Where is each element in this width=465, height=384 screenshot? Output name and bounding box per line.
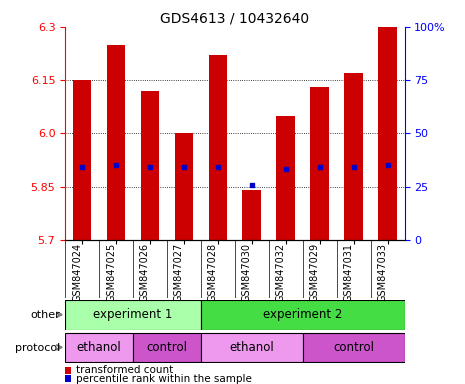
Text: transformed count: transformed count (76, 365, 173, 375)
Bar (242, 190, 261, 240)
Text: GSM847029: GSM847029 (310, 243, 320, 302)
Bar (344, 73, 363, 240)
Bar (73, 80, 92, 240)
Text: experiment 1: experiment 1 (93, 308, 173, 321)
Text: GSM847030: GSM847030 (242, 243, 252, 302)
Text: ethanol: ethanol (229, 341, 274, 354)
Text: GSM847024: GSM847024 (72, 243, 82, 302)
Text: GSM847033: GSM847033 (378, 243, 388, 302)
Bar (208, 55, 227, 240)
Bar (65, 300, 201, 329)
Bar (133, 333, 201, 362)
Text: GSM847027: GSM847027 (174, 243, 184, 302)
Text: GSM847031: GSM847031 (344, 243, 353, 302)
Text: GSM847032: GSM847032 (276, 243, 286, 302)
Bar (65, 333, 133, 362)
Bar (303, 333, 405, 362)
Text: GSM847028: GSM847028 (208, 243, 218, 302)
Bar (201, 333, 303, 362)
Text: other: other (31, 310, 60, 320)
Text: protocol: protocol (15, 343, 60, 353)
Bar (310, 87, 329, 240)
Text: control: control (333, 341, 374, 354)
Text: ethanol: ethanol (77, 341, 121, 354)
Text: GSM847025: GSM847025 (106, 243, 116, 302)
Bar (201, 300, 405, 329)
Bar (106, 45, 126, 240)
Bar (276, 116, 295, 240)
Text: percentile rank within the sample: percentile rank within the sample (76, 374, 252, 384)
Text: control: control (146, 341, 187, 354)
Bar (140, 91, 159, 240)
Bar (174, 134, 193, 240)
Text: experiment 2: experiment 2 (263, 308, 342, 321)
Bar (378, 27, 397, 240)
Text: GSM847026: GSM847026 (140, 243, 150, 302)
Title: GDS4613 / 10432640: GDS4613 / 10432640 (160, 12, 309, 26)
